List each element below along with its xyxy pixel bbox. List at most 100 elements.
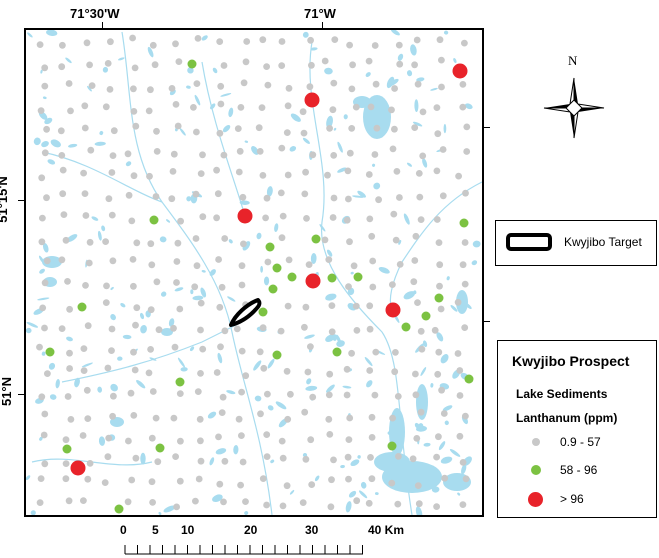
- kwyjibo-target-outline[interactable]: [229, 298, 262, 327]
- sample-low: [307, 36, 314, 44]
- prospect-legend-box: Kwyjibo Prospect Lake Sediments Lanthanu…: [497, 340, 657, 518]
- lake: [336, 340, 345, 347]
- sample-low: [459, 261, 467, 269]
- legend-title: Kwyjibo Prospect: [512, 353, 630, 369]
- sample-low: [215, 433, 222, 441]
- sample-low: [263, 63, 270, 70]
- sample-low: [433, 453, 440, 461]
- sample-low: [433, 216, 441, 223]
- sample-low: [152, 414, 160, 422]
- sample-low: [255, 124, 263, 132]
- sample-low: [216, 129, 224, 137]
- sample-low: [43, 125, 50, 133]
- sample-low: [36, 499, 44, 506]
- sample-low: [238, 432, 245, 439]
- lake: [360, 481, 367, 489]
- sample-low: [86, 460, 94, 467]
- sample-low: [190, 104, 197, 111]
- lake: [174, 287, 184, 292]
- lake: [74, 377, 80, 388]
- lake: [44, 117, 53, 125]
- scale-label-10: 10: [181, 523, 195, 537]
- sample-low: [171, 343, 179, 351]
- scale-label-20: 20: [244, 523, 258, 537]
- lake: [228, 239, 233, 244]
- sample-low: [394, 500, 402, 508]
- sample-low: [149, 499, 157, 506]
- sample-low: [173, 258, 181, 265]
- lake: [423, 442, 431, 447]
- sample-low: [193, 128, 200, 136]
- legend-subtitle-2: Lanthanum (ppm): [516, 411, 618, 425]
- lon-label-71: 71°W: [304, 6, 336, 21]
- lake: [461, 464, 467, 475]
- lake: [179, 128, 186, 136]
- sample-low: [350, 262, 358, 270]
- lake: [440, 456, 453, 464]
- sample-low: [216, 480, 224, 488]
- sample-low: [130, 172, 138, 180]
- sample-mid: [421, 311, 431, 321]
- sample-low: [67, 416, 75, 423]
- sample-low: [102, 103, 110, 111]
- sample-low: [169, 168, 177, 175]
- sample-low: [216, 303, 224, 311]
- sample-mid: [387, 441, 397, 451]
- sample-low: [152, 193, 160, 200]
- sample-low: [461, 239, 469, 246]
- lake: [304, 334, 315, 339]
- sample-low: [148, 478, 156, 486]
- sample-low: [412, 370, 419, 378]
- lake: [251, 146, 259, 155]
- scale-label-30: 30: [305, 523, 319, 537]
- sample-low: [170, 324, 177, 332]
- sample-low: [81, 124, 89, 132]
- lake: [319, 224, 326, 232]
- sample-low: [326, 370, 334, 378]
- sample-low: [368, 413, 376, 421]
- sample-low: [234, 125, 242, 132]
- lake: [160, 291, 167, 297]
- sample-low: [65, 80, 73, 87]
- sample-low: [172, 101, 180, 108]
- sample-low: [110, 127, 118, 135]
- sample-low: [345, 283, 352, 290]
- lake: [254, 395, 262, 402]
- sample-low: [218, 409, 226, 416]
- sample-low: [66, 349, 73, 357]
- sample-low: [328, 302, 336, 309]
- sample-low: [327, 503, 335, 511]
- lake: [49, 394, 57, 400]
- sample-low: [65, 497, 73, 505]
- sample-low: [64, 278, 71, 285]
- sample-high: [305, 273, 321, 289]
- sample-high: [304, 92, 320, 108]
- sample-low: [435, 239, 443, 247]
- map-canvas[interactable]: [26, 30, 482, 515]
- sample-low: [325, 256, 333, 263]
- lake: [290, 113, 301, 122]
- lake: [201, 270, 206, 273]
- sample-low: [348, 85, 356, 93]
- lake: [450, 304, 458, 312]
- sample-low: [40, 431, 48, 439]
- lake: [147, 46, 154, 58]
- map-panel[interactable]: [24, 28, 484, 517]
- lake: [212, 494, 223, 503]
- sample-low: [299, 108, 307, 116]
- sample-low: [217, 343, 224, 351]
- lake: [325, 334, 335, 343]
- sample-low: [153, 278, 161, 286]
- lake: [289, 146, 297, 152]
- sample-low: [352, 103, 360, 111]
- sample-mid: [353, 272, 363, 282]
- sample-low: [62, 475, 70, 483]
- sample-low: [177, 217, 185, 225]
- sample-low: [58, 256, 66, 264]
- stream: [41, 151, 163, 203]
- sample-low: [329, 106, 337, 114]
- sample-low: [86, 238, 94, 246]
- sample-low: [213, 214, 221, 222]
- sample-low: [148, 261, 156, 269]
- sample-mid: [272, 350, 282, 360]
